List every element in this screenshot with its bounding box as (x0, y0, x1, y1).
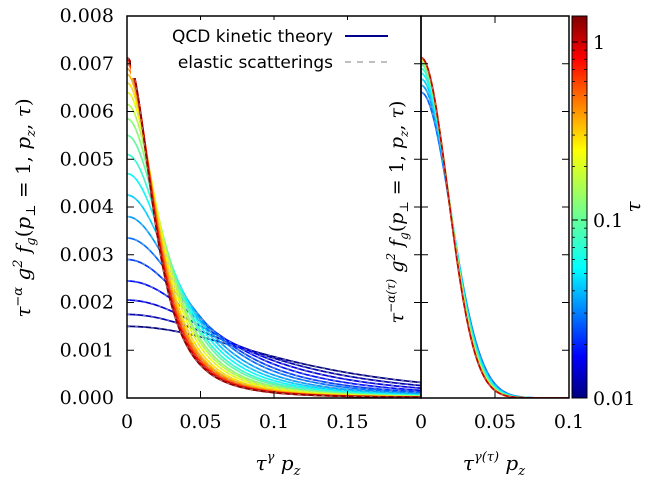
left-series-curve-20 (127, 57, 421, 398)
colorbar-title: τ (621, 201, 645, 213)
svg-text:τ−α g2 fg(p⊥ = 1, pz, τ): τ−α g2 fg(p⊥ = 1, pz, τ) (11, 98, 39, 317)
y-tick-label: 0.008 (60, 5, 114, 27)
right-y-axis-title: τ−α(τ) g2 fg(p⊥ = 1, pz, τ) (384, 101, 411, 324)
right-series-dashed-2 (421, 78, 569, 398)
colorbar (571, 15, 588, 399)
y-tick-label: 0.006 (60, 101, 114, 123)
right-series-dashed-4 (421, 68, 569, 398)
right-series-dashed-9 (421, 57, 569, 398)
right-series-dashed-5 (421, 64, 569, 398)
y-tick-label: 0.003 (60, 244, 114, 266)
colorbar-tick-label: 1 (593, 32, 605, 54)
left-series-dashed-5 (127, 237, 421, 394)
left-series-dashed-14 (127, 82, 421, 398)
right-x-tick-label: 0 (415, 411, 427, 433)
left-series-dashed-12 (127, 103, 421, 397)
right-series-dashed-3 (421, 72, 569, 398)
colorbar-ticks: 0.01 0.1 1 (572, 32, 635, 410)
left-series-dashed-1 (127, 314, 421, 386)
right-series-curve-6 (421, 61, 569, 398)
left-series-curve-14 (127, 82, 421, 398)
left-series-dashed-16 (127, 68, 421, 398)
right-series-curve-3 (421, 72, 569, 398)
left-series-dashed-0 (127, 325, 421, 383)
right-series-dashed-6 (421, 61, 569, 398)
left-x-tick-label: 0 (121, 411, 133, 433)
right-x-tick-label: 0.1 (554, 411, 584, 433)
legend: QCD kinetic theory elastic scatterings (131, 20, 399, 78)
left-series-dashed-4 (127, 259, 421, 393)
left-x-tick-label: 0.05 (179, 411, 221, 433)
right-series-dashed-11 (421, 57, 569, 398)
left-series-curve-13 (127, 91, 421, 398)
right-series-dashed-8 (421, 58, 569, 398)
svg-text:τγ pz: τγ pz (256, 450, 301, 479)
right-series-curve-7 (421, 59, 569, 398)
legend-dashed-label: elastic scatterings (178, 53, 333, 73)
axis-ticks (126, 15, 570, 399)
left-series-dashed-10 (127, 134, 421, 397)
right-series-curve-9 (421, 57, 569, 398)
left-series-dashed-8 (127, 173, 421, 396)
svg-text:τγ(τ) pz: τγ(τ) pz (463, 450, 525, 479)
left-series-curve-21 (127, 56, 421, 398)
right-series-curve-5 (421, 63, 569, 398)
right-panel-curves (421, 56, 569, 398)
y-tick-label: 0.002 (60, 292, 114, 314)
y-tick-label: 0.001 (60, 339, 114, 361)
left-series-curve-15 (127, 73, 421, 398)
right-series-dashed-0 (421, 92, 569, 398)
left-series-dashed-11 (127, 118, 421, 397)
left-series-dashed-21 (127, 57, 421, 398)
left-series-dashed-18 (127, 60, 421, 398)
right-series-dashed-7 (421, 59, 569, 398)
colorbar-tick-label: 0.1 (593, 210, 623, 232)
left-series-curve-11 (127, 117, 421, 398)
left-series-dashed-20 (127, 57, 421, 398)
y-tick-label: 0.004 (60, 196, 114, 218)
left-series-dashed-17 (127, 63, 421, 398)
left-series-curve-18 (127, 60, 421, 398)
left-x-tick-label: 0.1 (259, 411, 289, 433)
right-panel-frame (420, 15, 570, 399)
legend-solid-label: QCD kinetic theory (172, 27, 333, 47)
right-series-curve-8 (421, 58, 569, 398)
right-series-curve-1 (421, 84, 569, 398)
right-series-curve-0 (421, 91, 569, 398)
left-series-curve-19 (127, 58, 421, 398)
right-x-tick-label: 0.05 (474, 411, 516, 433)
left-x-tick-label: 0.15 (326, 411, 368, 433)
left-series-curve-17 (127, 63, 421, 398)
left-series-dashed-15 (127, 73, 421, 398)
y-tick-label: 0.000 (60, 387, 114, 409)
svg-text:τ−α(τ) g2 fg(p⊥ = 1, pz, τ): τ−α(τ) g2 fg(p⊥ = 1, pz, τ) (384, 101, 411, 324)
legend-background (131, 20, 399, 78)
left-x-axis-title: τγ pz (256, 450, 301, 479)
axis-tick-labels: 0.000 0.001 0.002 0.003 0.004 0.005 0.006 0.007… (60, 5, 585, 433)
right-series-dashed-1 (421, 84, 569, 398)
left-y-axis-title: τ−α g2 fg(p⊥ = 1, pz, τ) (11, 98, 39, 317)
right-series-curve-11 (421, 56, 569, 398)
colorbar-tick-label: 0.01 (593, 388, 635, 410)
left-series-curve-12 (127, 103, 421, 398)
svg-text:τ: τ (621, 201, 645, 213)
left-series-dashed-3 (127, 280, 421, 391)
left-series-dashed-19 (127, 58, 421, 398)
right-series-curve-10 (421, 56, 569, 398)
y-tick-label: 0.005 (60, 148, 114, 170)
left-series-curve-0 (127, 325, 421, 384)
left-series-curve-16 (127, 67, 421, 398)
y-tick-label: 0.007 (60, 53, 114, 75)
right-series-curve-4 (421, 67, 569, 398)
right-series-curve-2 (421, 78, 569, 398)
left-panel-curves (127, 56, 421, 398)
left-series-dashed-13 (127, 92, 421, 398)
right-series-dashed-10 (421, 57, 569, 398)
left-series-dashed-2 (127, 299, 421, 389)
right-x-axis-title: τγ(τ) pz (463, 450, 525, 479)
